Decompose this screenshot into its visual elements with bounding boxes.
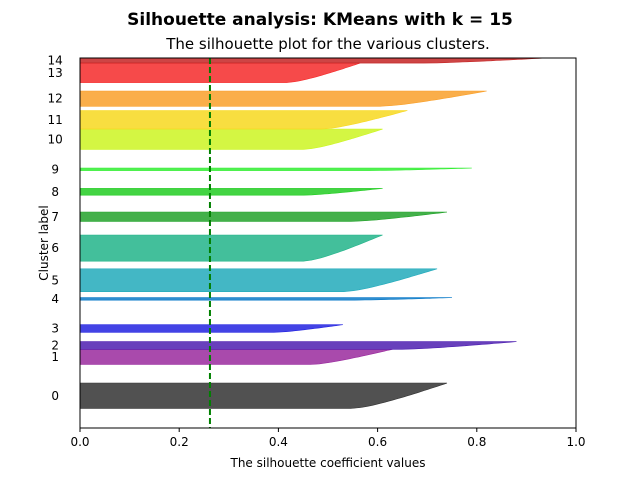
cluster-label-3: 3 (51, 322, 59, 336)
x-tick-label: 0.2 (170, 435, 189, 449)
cluster-label-1: 1 (51, 350, 59, 364)
cluster-label-2: 2 (51, 338, 59, 352)
x-axis-label: The silhouette coefficient values (230, 456, 426, 470)
cluster-label-9: 9 (51, 162, 59, 176)
cluster-band-5 (79, 268, 438, 292)
cluster-band-12 (79, 90, 487, 107)
x-tick-label: 0.4 (269, 435, 288, 449)
cluster-band-3 (79, 324, 343, 333)
cluster-label-4: 4 (51, 292, 59, 306)
cluster-band-2 (79, 341, 517, 350)
cluster-band-13 (79, 62, 361, 83)
cluster-band-4 (79, 297, 453, 301)
cluster-label-10: 10 (48, 132, 63, 146)
cluster-band-1 (79, 349, 393, 365)
chart-suptitle: Silhouette analysis: KMeans with k = 15 (127, 10, 513, 30)
cluster-label-13: 13 (48, 66, 63, 80)
x-tick-label: 0.8 (467, 435, 486, 449)
cluster-band-9 (79, 167, 472, 171)
cluster-label-11: 11 (48, 113, 63, 127)
cluster-band-14 (79, 57, 547, 64)
x-tick-label: 1.0 (566, 435, 585, 449)
cluster-label-7: 7 (51, 210, 59, 224)
cluster-band-8 (79, 188, 383, 196)
cluster-band-6 (79, 234, 383, 262)
cluster-label-14: 14 (48, 54, 63, 68)
x-tick-label: 0.6 (368, 435, 387, 449)
cluster-label-8: 8 (51, 185, 59, 199)
cluster-band-0 (79, 382, 448, 409)
x-tick-label: 0.0 (70, 435, 89, 449)
cluster-band-7 (79, 211, 448, 222)
chart-title: The silhouette plot for the various clus… (165, 35, 490, 53)
cluster-band-10 (79, 128, 383, 150)
y-axis-label: Cluster label (37, 205, 51, 280)
cluster-label-12: 12 (48, 92, 63, 106)
cluster-label-0: 0 (51, 389, 59, 403)
axes-frame (79, 57, 577, 429)
cluster-label-5: 5 (51, 273, 59, 287)
cluster-label-6: 6 (51, 241, 59, 255)
cluster-band-11 (79, 110, 408, 130)
